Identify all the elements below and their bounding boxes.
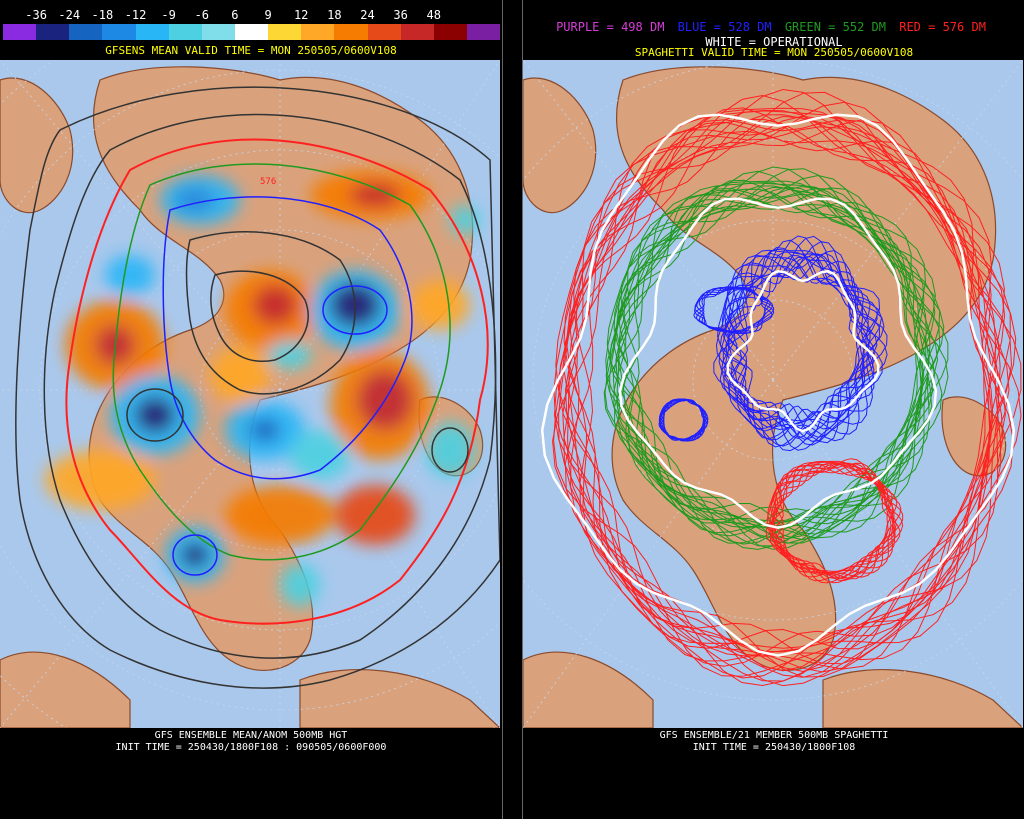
white-operational-contour <box>618 197 938 529</box>
green-552-contour <box>605 190 926 547</box>
red-576-contour <box>552 119 1014 672</box>
right-footer: GFS ENSEMBLE/21 MEMBER 500MB SPAGHETTI I… <box>523 730 1024 754</box>
blue-528-contour <box>721 241 875 446</box>
scale-tick-label: 24 <box>360 8 375 22</box>
red-576-contour <box>768 460 892 573</box>
red-576-contour <box>553 126 993 678</box>
red-576-contour <box>767 462 898 578</box>
left-footer: GFS ENSEMBLE MEAN/ANOM 500MB HGT INIT TI… <box>0 730 502 754</box>
blue-528-contour <box>661 399 709 442</box>
scale-tick-label: -12 <box>124 8 147 22</box>
right-footer-line2: INIT TIME = 250430/1800F108 <box>692 742 856 753</box>
blue-528-contour <box>660 398 706 441</box>
scale-swatch <box>201 24 235 40</box>
scale-tick-labels: -36 -24 -18 -12 -9 -6 6 9 12 18 24 36 48 <box>3 8 500 22</box>
left-height-contours <box>15 86 500 689</box>
red-576-contour <box>558 107 1005 679</box>
scale-tick-label: -24 <box>58 8 81 22</box>
scale-swatch <box>36 24 70 40</box>
blue-528-contour <box>724 235 880 432</box>
red-576-contour <box>766 461 893 574</box>
green-552-contour <box>609 179 936 545</box>
scale-tick-label: 9 <box>264 8 272 22</box>
scale-tick-label: -36 <box>25 8 47 22</box>
left-map: 576 <box>0 60 500 728</box>
red-576-contour <box>772 463 896 582</box>
red-576-contour <box>565 88 1013 650</box>
blue-528-contour <box>658 398 705 440</box>
scale-swatch <box>168 24 202 40</box>
red-576-contour <box>568 118 1001 677</box>
red-576-contour <box>563 115 1017 670</box>
green-552-contour <box>613 170 941 537</box>
right-map-svg <box>523 60 1023 728</box>
spaghetti-panel: PURPLE = 498 DM BLUE = 528 DM GREEN = 55… <box>522 0 1024 819</box>
blue-528-contour <box>723 239 883 441</box>
red-576-contour <box>562 94 1011 667</box>
scale-tick-label: 18 <box>327 8 342 22</box>
scale-swatch <box>135 24 169 40</box>
right-valid-time: SPAGHETTI VALID TIME = MON 250505/0600V1… <box>634 46 914 59</box>
blue-528-contour <box>719 246 881 447</box>
scale-tick-label: 12 <box>293 8 309 22</box>
white-operational-contour <box>726 270 880 433</box>
scale-color-bar <box>3 24 501 40</box>
legend-purple: PURPLE = 498 DM <box>556 20 665 34</box>
left-map-svg: 576 <box>0 60 500 728</box>
blue-528-contour <box>727 256 888 442</box>
scale-swatch <box>367 24 401 40</box>
blue-528-contour <box>715 251 871 435</box>
red-576-contour <box>564 115 1022 672</box>
left-footer-line1: GFS ENSEMBLE MEAN/ANOM 500MB HGT <box>154 730 348 741</box>
right-footer-line1: GFS ENSEMBLE/21 MEMBER 500MB SPAGHETTI <box>659 730 889 741</box>
right-land <box>523 66 1023 728</box>
right-map <box>523 60 1023 728</box>
legend-green: GREEN = 552 DM <box>784 20 886 34</box>
red-576-contour <box>553 121 993 682</box>
spaghetti-contours <box>540 88 1022 687</box>
legend-blue: BLUE = 528 DM <box>677 20 772 34</box>
left-valid-time: GFSENS MEAN VALID TIME = MON 250505/0600… <box>105 44 397 57</box>
red-576-contour <box>770 463 902 580</box>
legend-white: WHITE = OPERATIONAL <box>705 35 843 49</box>
green-552-contour <box>615 166 941 525</box>
red-576-contour <box>558 107 994 649</box>
legend-red: RED = 576 DM <box>899 20 986 34</box>
scale-swatch <box>69 24 103 40</box>
scale-tick-label: 6 <box>231 8 239 22</box>
green-552-contour <box>603 188 943 539</box>
blue-528-contour <box>698 286 775 335</box>
spaghetti-legend: PURPLE = 498 DM BLUE = 528 DM GREEN = 55… <box>523 20 1024 34</box>
scale-swatch <box>400 24 434 40</box>
scale-tick-label: -18 <box>91 8 114 22</box>
left-footer-line2: INIT TIME = 250430/1800F108 : 090505/060… <box>115 742 387 753</box>
green-552-contour <box>604 193 924 544</box>
scale-tick-label: 36 <box>393 8 408 22</box>
red-576-contour <box>770 462 897 584</box>
blue-528-contour <box>727 254 875 448</box>
contour-576-label: 576 <box>260 177 276 187</box>
ensemble-mean-panel: -36 -24 -18 -12 -9 -6 6 9 12 18 24 36 48 GFSENS MEAN… <box>0 0 503 819</box>
red-576-contour <box>563 101 1006 678</box>
green-552-contour <box>613 174 936 544</box>
scale-swatch <box>466 24 501 40</box>
white-operational-contour <box>540 113 1016 657</box>
scale-tick-label: -6 <box>194 8 210 22</box>
red-576-contour <box>769 458 897 582</box>
scale-swatch <box>102 24 136 40</box>
green-552-contour <box>605 182 925 525</box>
anomaly-color-scale: -36 -24 -18 -12 -9 -6 6 9 12 18 24 36 48 <box>3 8 501 48</box>
scale-swatch <box>433 24 467 40</box>
scale-swatch <box>234 24 269 40</box>
scale-swatch <box>3 24 37 40</box>
scale-tick-label: 48 <box>426 8 441 22</box>
scale-swatch <box>334 24 368 40</box>
scale-swatch <box>301 24 335 40</box>
scale-swatch <box>268 24 302 40</box>
scale-tick-label: -9 <box>161 8 176 22</box>
left-anomaly-fills <box>45 170 480 607</box>
